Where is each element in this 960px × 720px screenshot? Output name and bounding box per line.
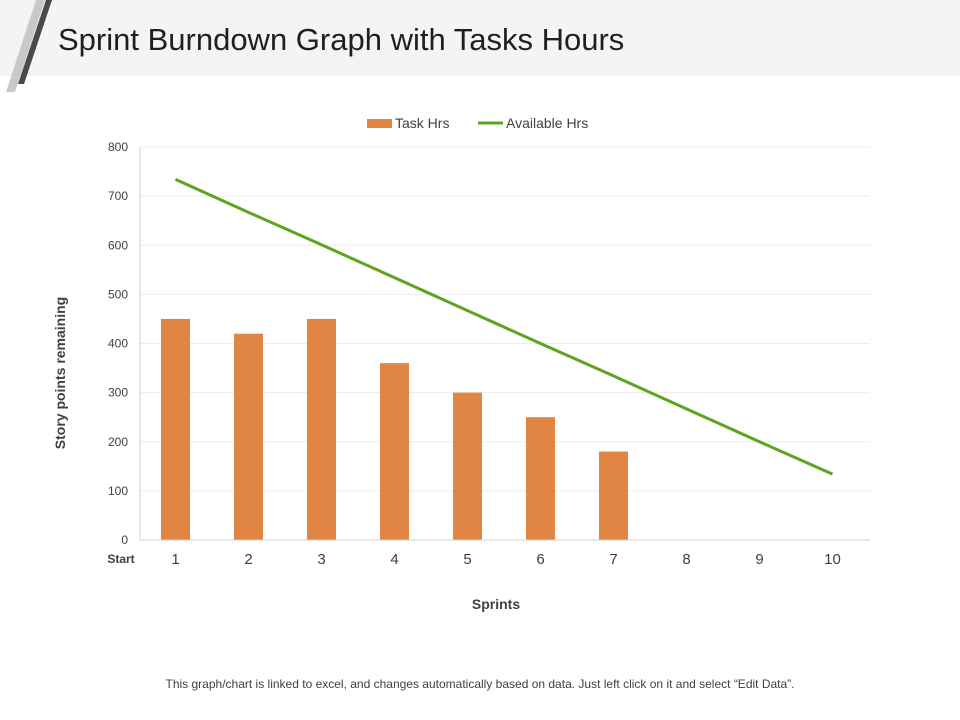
- y-tick-label: 400: [108, 337, 128, 351]
- x-tick-label: 10: [824, 551, 841, 568]
- y-tick-label: 100: [108, 484, 128, 498]
- y-tick-label: 0: [121, 533, 128, 547]
- x-tick-label: 1: [171, 551, 179, 568]
- x-axis-label: Sprints: [472, 596, 520, 612]
- x-tick-label: 4: [390, 551, 398, 568]
- y-tick-label: 700: [108, 189, 128, 203]
- legend-label-task-hrs: Task Hrs: [395, 115, 449, 131]
- x-tick-label: 9: [755, 551, 763, 568]
- x-start-label: Start: [107, 552, 134, 566]
- x-tick-label: 7: [609, 551, 617, 568]
- axes: 0 100 200 300 400 500 600 700 800 1 2 3 4 5 6 7 8 9 10: [108, 140, 870, 568]
- line-series-available-hrs: [174, 178, 834, 476]
- bar: [599, 451, 628, 540]
- legend-swatch-task-hrs: [367, 119, 392, 128]
- y-axis-label: Story points remaining: [52, 297, 68, 449]
- header-band: [0, 0, 960, 76]
- y-tick-label: 500: [108, 287, 128, 301]
- series-line: [174, 178, 834, 476]
- y-tick-label: 200: [108, 435, 128, 449]
- bar: [234, 333, 263, 540]
- bar-series-task-hrs: [161, 318, 628, 540]
- x-tick-label: 3: [317, 551, 325, 568]
- y-tick-label: 800: [108, 140, 128, 154]
- bar: [307, 318, 336, 540]
- bar: [161, 318, 190, 540]
- x-tick-label: 6: [536, 551, 544, 568]
- y-tick-label: 300: [108, 386, 128, 400]
- bar: [526, 417, 555, 540]
- bar: [380, 363, 409, 540]
- bar: [453, 392, 482, 540]
- burndown-chart: 0 100 200 300 400 500 600 700 800 1 2 3 4 5 6 7 8 9 10 Tas…: [52, 115, 870, 612]
- y-tick-label: 600: [108, 238, 128, 252]
- x-tick-label: 2: [244, 551, 252, 568]
- page-title: Sprint Burndown Graph with Tasks Hours: [58, 22, 625, 57]
- x-tick-label: 5: [463, 551, 471, 568]
- footnote: This graph/chart is linked to excel, and…: [165, 677, 795, 691]
- decorative-slash-stripes: [6, 0, 52, 92]
- x-tick-label: 8: [682, 551, 690, 568]
- legend: Task Hrs Available Hrs: [367, 115, 588, 131]
- legend-label-available-hrs: Available Hrs: [506, 115, 588, 131]
